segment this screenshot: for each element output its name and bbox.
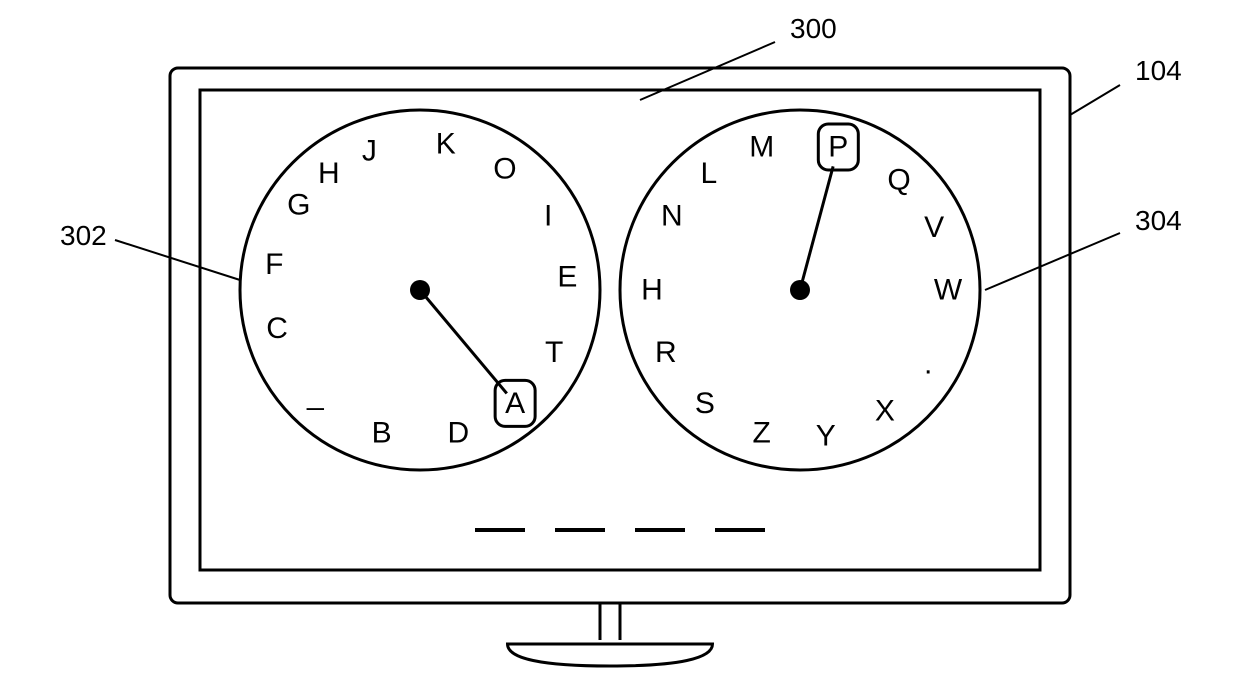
left-dial-letter[interactable]: C: [266, 312, 288, 345]
right-dial-letter[interactable]: M: [749, 131, 774, 164]
left-dial-letter[interactable]: F: [265, 248, 283, 281]
left-dial-pointer[interactable]: [420, 290, 507, 393]
leader-line-304: [985, 233, 1120, 290]
callout-label-300: 300: [790, 13, 837, 44]
right-dial-letter[interactable]: Z: [753, 416, 771, 449]
monitor-bezel: [170, 68, 1070, 603]
monitor-base: [508, 644, 713, 666]
diagram-svg: 300104304302JKOIETADB_CFGHMPQVW.XYZSRHNL: [0, 0, 1240, 696]
left-dial-letter[interactable]: O: [493, 152, 516, 185]
right-dial-letter[interactable]: P: [828, 131, 848, 164]
left-dial-letter[interactable]: K: [436, 128, 456, 161]
left-dial-letter[interactable]: I: [544, 200, 552, 233]
left-dial-letter[interactable]: T: [545, 336, 563, 369]
right-dial-letter[interactable]: R: [655, 336, 677, 369]
leader-line-302: [115, 240, 240, 280]
right-dial-letter[interactable]: S: [695, 387, 715, 420]
right-dial-letter[interactable]: Q: [887, 164, 910, 197]
left-dial-letter[interactable]: J: [362, 134, 377, 167]
right-dial-letter[interactable]: V: [924, 211, 944, 244]
leader-line-104: [1070, 85, 1120, 115]
right-dial-letter[interactable]: N: [661, 200, 683, 233]
callout-label-302: 302: [60, 220, 107, 251]
left-dial-letter[interactable]: B: [372, 416, 392, 449]
left-dial-letter[interactable]: D: [447, 416, 469, 449]
right-dial-letter[interactable]: H: [641, 274, 663, 307]
right-dial-letter[interactable]: Y: [816, 419, 836, 452]
right-dial-letter[interactable]: .: [924, 348, 932, 381]
left-dial-letter[interactable]: _: [306, 378, 325, 411]
left-dial-letter[interactable]: A: [505, 387, 525, 420]
right-dial-letter[interactable]: L: [701, 157, 718, 190]
right-dial-letter[interactable]: X: [875, 395, 895, 428]
callout-label-104: 104: [1135, 55, 1182, 86]
left-dial-letter[interactable]: G: [287, 189, 310, 222]
left-dial-letter[interactable]: E: [557, 261, 577, 294]
right-dial-pointer[interactable]: [800, 166, 833, 290]
callout-label-304: 304: [1135, 205, 1182, 236]
right-dial-letter[interactable]: W: [934, 274, 963, 307]
left-dial-letter[interactable]: H: [318, 157, 340, 190]
